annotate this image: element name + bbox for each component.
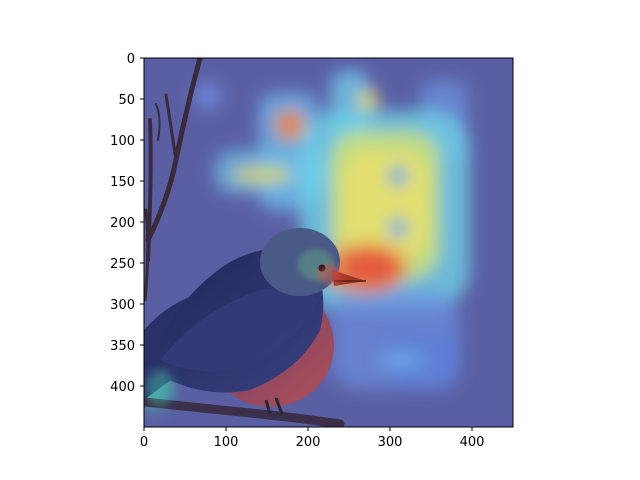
x-axis: 0 100 200 300 400 [140, 427, 485, 450]
y-tick-label: 150 [110, 175, 135, 190]
y-tick-label: 400 [110, 380, 135, 395]
y-tick-label: 100 [110, 134, 135, 149]
bird [144, 228, 366, 415]
bird-wing [160, 288, 318, 372]
x-tick-label: 100 [214, 435, 239, 450]
y-tick-label: 200 [110, 216, 135, 231]
y-tick-label: 250 [110, 257, 135, 272]
y-tick-label: 50 [118, 93, 135, 108]
y-tick-label: 0 [127, 52, 135, 67]
x-tick-label: 0 [140, 435, 148, 450]
x-tick-label: 400 [460, 435, 485, 450]
heatmap-layer [144, 70, 470, 409]
y-axis: 0 50 100 150 200 250 300 350 400 [110, 52, 144, 395]
y-tick-label: 300 [110, 298, 135, 313]
plot-frame [143, 57, 514, 428]
bird-leg [264, 397, 284, 415]
x-tick-label: 300 [378, 435, 403, 450]
y-tick-label: 350 [110, 339, 135, 354]
photo-heatmap [144, 58, 513, 427]
branch [144, 58, 345, 427]
x-tick-label: 200 [296, 435, 321, 450]
